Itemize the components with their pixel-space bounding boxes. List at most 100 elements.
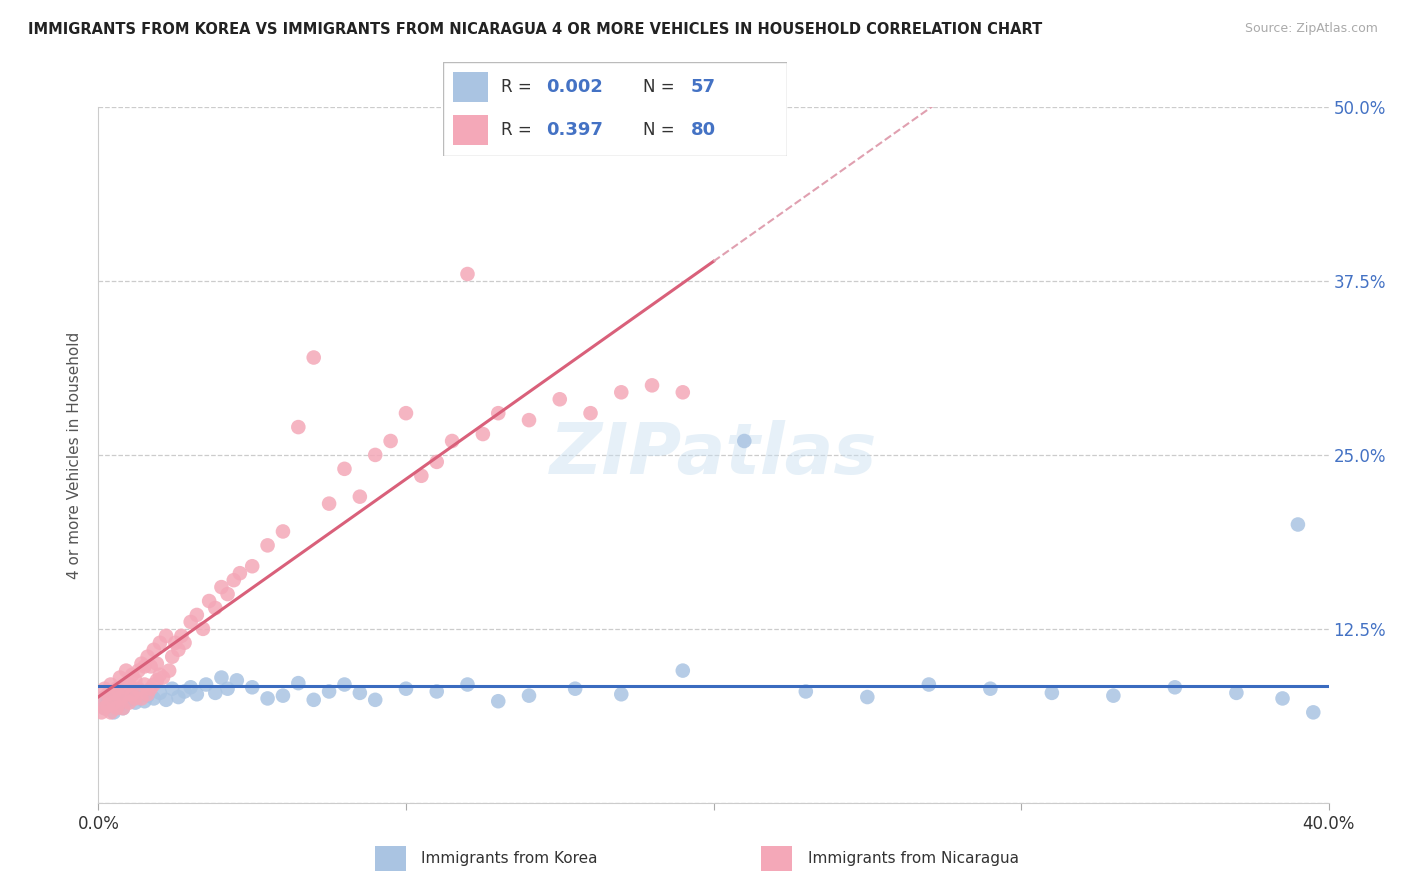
Point	[155, 629, 177, 643]
Point	[211, 580, 233, 594]
Point	[108, 671, 131, 685]
Point	[131, 657, 153, 671]
Y-axis label: 4 or more Vehicles in Household: 4 or more Vehicles in Household	[67, 331, 83, 579]
Point	[127, 664, 149, 678]
Point	[240, 559, 263, 574]
Point	[225, 673, 247, 688]
Point	[170, 629, 193, 643]
Point	[121, 686, 143, 700]
Text: N =: N =	[643, 121, 679, 139]
Point	[142, 691, 165, 706]
Point	[149, 636, 172, 650]
Point	[157, 664, 180, 678]
Point	[733, 434, 755, 448]
Point	[256, 691, 278, 706]
Point	[380, 434, 402, 448]
Point	[364, 693, 387, 707]
Point	[672, 385, 695, 400]
Point	[579, 406, 602, 420]
Point	[456, 267, 478, 281]
Point	[115, 664, 138, 678]
Point	[204, 686, 226, 700]
Point	[108, 691, 131, 706]
Point	[349, 490, 371, 504]
Point	[103, 686, 125, 700]
Point	[136, 687, 159, 701]
Point	[127, 681, 149, 696]
Point	[112, 690, 135, 704]
Point	[146, 673, 169, 688]
Point	[93, 701, 115, 715]
Point	[136, 649, 159, 664]
Point	[118, 677, 141, 691]
Point	[256, 538, 278, 552]
Point	[90, 691, 112, 706]
Point	[146, 657, 169, 671]
Point	[217, 587, 239, 601]
Point	[486, 406, 509, 420]
Point	[100, 687, 122, 701]
Text: Immigrants from Nicaragua: Immigrants from Nicaragua	[807, 851, 1019, 866]
Point	[142, 677, 165, 691]
Point	[1302, 706, 1324, 720]
Point	[180, 615, 202, 629]
Point	[1040, 686, 1063, 700]
Point	[118, 696, 141, 710]
Point	[100, 706, 122, 720]
Text: IMMIGRANTS FROM KOREA VS IMMIGRANTS FROM NICARAGUA 4 OR MORE VEHICLES IN HOUSEHO: IMMIGRANTS FROM KOREA VS IMMIGRANTS FROM…	[28, 22, 1042, 37]
Point	[395, 406, 418, 420]
Point	[222, 573, 245, 587]
Point	[486, 694, 509, 708]
Point	[333, 462, 356, 476]
Point	[240, 681, 263, 695]
Point	[118, 693, 141, 707]
Point	[162, 649, 183, 664]
Point	[173, 636, 195, 650]
Point	[217, 681, 239, 696]
Point	[564, 681, 586, 696]
FancyBboxPatch shape	[453, 115, 488, 145]
Point	[1164, 681, 1187, 695]
Point	[395, 681, 418, 696]
Point	[103, 696, 125, 710]
Text: R =: R =	[502, 78, 537, 95]
Point	[229, 566, 252, 581]
Point	[105, 681, 128, 696]
Text: N =: N =	[643, 78, 679, 95]
Point	[186, 687, 208, 701]
Text: 0.397: 0.397	[546, 121, 603, 139]
Point	[162, 681, 183, 696]
Point	[134, 677, 156, 691]
Text: 0.002: 0.002	[546, 78, 603, 95]
Point	[318, 497, 340, 511]
Point	[318, 684, 340, 698]
Point	[90, 696, 112, 710]
Point	[149, 667, 172, 681]
Point	[167, 690, 190, 704]
Point	[165, 636, 187, 650]
Point	[152, 671, 174, 685]
Point	[127, 683, 149, 698]
Point	[180, 681, 202, 695]
Point	[108, 697, 131, 711]
Point	[134, 659, 156, 673]
Point	[173, 684, 195, 698]
Point	[979, 681, 1001, 696]
Point	[456, 677, 478, 691]
Point	[302, 693, 325, 707]
Point	[517, 413, 540, 427]
Point	[115, 681, 138, 695]
Point	[191, 622, 214, 636]
Point	[134, 694, 156, 708]
Point	[167, 642, 190, 657]
Point	[97, 698, 120, 713]
Point	[112, 701, 135, 715]
Point	[149, 686, 172, 700]
Point	[1102, 689, 1125, 703]
Point	[672, 664, 695, 678]
Point	[441, 434, 464, 448]
Text: 80: 80	[690, 121, 716, 139]
Point	[271, 689, 294, 703]
Point	[198, 594, 221, 608]
Point	[287, 420, 309, 434]
